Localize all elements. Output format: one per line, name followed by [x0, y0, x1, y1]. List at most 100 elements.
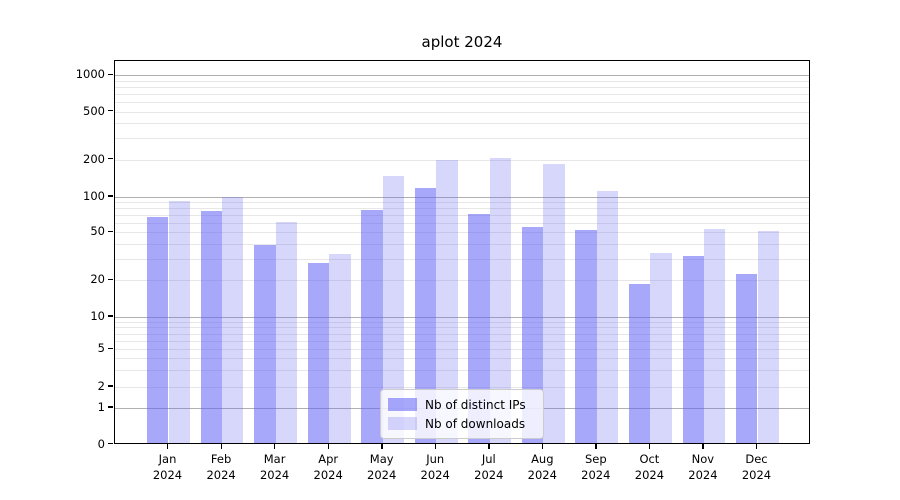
bar-ips-may [361, 210, 383, 443]
x-tick-label-jan: Jan 2024 [152, 452, 183, 482]
y-tick-mark-2 [108, 385, 113, 387]
x-tick-mark-nov [702, 444, 704, 449]
bar-ips-jul [468, 213, 490, 443]
x-tick-label-oct: Oct 2024 [634, 452, 665, 482]
x-tick-label-apr: Apr 2024 [313, 452, 343, 482]
gridline-minor-400 [115, 123, 809, 125]
bar-downloads-jul [489, 158, 512, 443]
bar-ips-oct [629, 284, 651, 443]
y-tick-mark-5 [108, 347, 113, 350]
y-tick-mark-20 [108, 278, 113, 281]
x-tick-label-sep: Sep 2024 [581, 452, 611, 482]
gridline-minor-80 [115, 208, 809, 210]
bar-downloads-aug [543, 164, 565, 443]
gridline-major-1000 [115, 75, 809, 76]
gridline-minor-7 [115, 333, 809, 335]
bar-downloads-jun [436, 160, 458, 443]
y-tick-label-50: 50 [90, 224, 105, 239]
x-tick-mark-dec [756, 444, 758, 449]
x-tick-mark-jul [488, 444, 490, 449]
x-tick-mark-apr [327, 444, 330, 449]
bar-downloads-dec [757, 230, 779, 443]
x-tick-mark-jun [434, 444, 437, 449]
gridline-minor-50 [115, 232, 809, 234]
gridline-major-10 [115, 316, 809, 318]
gridline-minor-800 [115, 86, 809, 88]
bar-ips-mar [254, 245, 276, 443]
bar-ips-apr [307, 263, 330, 443]
x-tick-label-feb: Feb 2024 [206, 452, 236, 482]
gridline-minor-700 [115, 93, 809, 95]
bar-ips-dec [736, 273, 758, 443]
x-tick-label-dec: Dec 2024 [741, 452, 772, 482]
gridline-minor-6 [115, 340, 809, 342]
gridline-minor-9 [115, 321, 809, 323]
legend: Nb of distinct IPs Nb of downloads [380, 389, 544, 439]
bar-ips-nov [682, 255, 704, 443]
legend-label-downloads: Nb of downloads [425, 416, 526, 431]
y-tick-mark-10 [108, 315, 113, 317]
gridline-minor-20 [115, 280, 809, 282]
gridline-minor-3 [115, 370, 809, 372]
x-tick-mark-sep [595, 444, 597, 449]
gridline-minor-30 [115, 259, 809, 260]
y-tick-mark-1000 [108, 73, 113, 75]
y-tick-label-500: 500 [83, 103, 105, 118]
gridline-minor-300 [115, 138, 809, 140]
legend-swatch-downloads [388, 417, 417, 430]
chart-title: aplot 2024 [421, 33, 503, 51]
bar-ips-jun [414, 188, 437, 443]
plot-area [114, 60, 810, 444]
x-tick-mark-may [381, 444, 383, 449]
bar-downloads-mar [275, 221, 297, 443]
gridline-minor-60 [115, 223, 809, 224]
x-tick-label-may: May 2024 [367, 452, 397, 482]
gridline-minor-70 [115, 215, 809, 217]
y-tick-mark-50 [108, 230, 113, 233]
bar-ips-aug [521, 226, 544, 443]
y-tick-mark-200 [108, 158, 113, 160]
bar-downloads-may [382, 176, 405, 443]
gridline-minor-2 [115, 386, 809, 388]
legend-item-distinct-ips: Nb of distinct IPs [388, 398, 543, 412]
legend-label-distinct-ips: Nb of distinct IPs [425, 397, 526, 412]
y-tick-mark-100 [108, 195, 113, 197]
gridline-minor-8 [115, 327, 809, 329]
gridline-minor-500 [115, 111, 809, 113]
y-tick-label-5: 5 [97, 341, 105, 356]
bar-downloads-feb [222, 197, 244, 443]
y-tick-mark-0 [108, 443, 113, 445]
y-tick-label-200: 200 [83, 151, 105, 166]
gridline-major-100 [115, 196, 809, 198]
gridline-minor-900 [115, 80, 809, 82]
bar-downloads-apr [329, 254, 351, 443]
y-tick-label-0: 0 [97, 436, 105, 451]
bar-downloads-oct [650, 252, 672, 443]
y-tick-label-1000: 1000 [75, 67, 105, 81]
y-tick-label-20: 20 [90, 272, 105, 287]
gridline-minor-200 [115, 159, 809, 161]
y-tick-mark-1 [108, 406, 113, 408]
gridline-minor-600 [115, 101, 809, 103]
gridline-minor-40 [115, 244, 809, 245]
y-tick-label-2: 2 [97, 378, 105, 393]
y-tick-label-1: 1 [97, 399, 105, 414]
y-tick-mark-500 [108, 110, 113, 112]
gridline-minor-90 [115, 202, 809, 204]
x-tick-label-aug: Aug 2024 [527, 452, 557, 482]
x-tick-label-jun: Jun 2024 [420, 452, 450, 482]
bar-ips-jan [147, 217, 169, 443]
bar-downloads-nov [703, 228, 726, 443]
y-tick-label-10: 10 [90, 308, 105, 323]
bar-ips-sep [575, 229, 597, 443]
legend-item-downloads: Nb of downloads [388, 417, 543, 431]
bar-downloads-jan [168, 200, 190, 443]
x-tick-mark-feb [220, 444, 222, 449]
x-tick-label-jul: Jul 2024 [474, 452, 504, 482]
bar-downloads-sep [596, 191, 619, 443]
gridline-minor-5 [115, 349, 809, 351]
x-tick-label-mar: Mar 2024 [259, 452, 290, 482]
bar-ips-feb [200, 211, 223, 443]
x-tick-mark-aug [541, 444, 544, 449]
y-tick-label-100: 100 [83, 188, 105, 203]
